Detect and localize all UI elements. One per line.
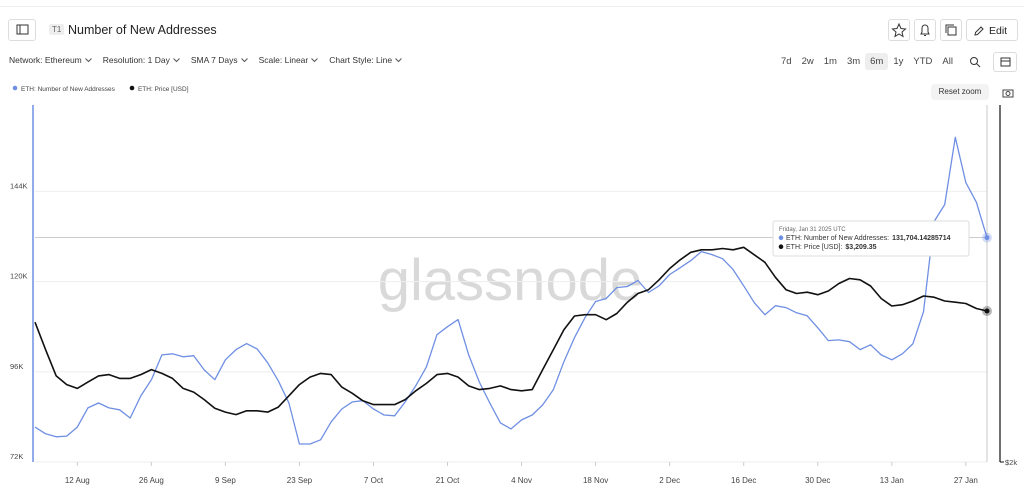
tooltip-dot [778,244,784,249]
range-button[interactable]: 6m [865,53,889,70]
tooltip-box [772,220,970,257]
x-tick-label: 21 Oct [436,476,460,485]
series-line [34,136,988,445]
range-button[interactable]: 2w [801,56,814,67]
dropdown[interactable]: SMA 7 Days [191,55,248,65]
star-button[interactable] [888,19,910,41]
zoom-icon[interactable] [968,55,982,74]
chevron [311,58,319,63]
legend-label: ETH: Price [USD] [137,86,189,93]
plot-background [35,105,987,462]
dropdown[interactable]: Network: Ethereum [9,55,92,65]
camera-glyph [1002,89,1014,98]
calendar-button[interactable] [993,52,1017,72]
range-button[interactable]: YTD [913,56,933,67]
watermark: glassnode [378,248,642,313]
x-tick-label: 4 Nov [511,476,532,485]
range-button[interactable]: 1y [893,56,904,67]
pencil-icon [974,26,984,36]
copy-icon [945,24,957,36]
dropdown-label: SMA 7 Days [190,55,238,65]
dropdown[interactable]: Resolution: 1 Day [103,55,180,65]
tooltip-date: Friday, Jan 31 2025 UTC [779,227,846,233]
range-button[interactable]: 7d [781,56,792,67]
y-tick-label: 72K [10,452,23,461]
tooltip-label: ETH: Number of New Addresses: [786,235,889,242]
range-button[interactable]: 1m [823,56,837,67]
series-line [34,246,988,416]
zoom-glyph [970,57,981,68]
badge: T1 [49,24,65,35]
tooltip: Friday, Jan 31 2025 UTC ETH: Number of Ne… [772,220,970,257]
x-tick-label: 7 Oct [364,476,384,485]
y-tick-label: 120K [10,272,28,281]
range-button[interactable]: All [942,56,953,67]
tooltip-value: 131,704.14285714 [892,235,950,242]
toolbar: Network: Ethereum Resolution: 1 Day SMA 7 … [9,55,402,65]
dropdown-label: Chart Style: Line [329,55,393,65]
x-tick-label: 13 Jan [880,476,904,485]
range-button[interactable]: 3m [846,56,861,67]
legend-label: ETH: Number of New Addresses [21,86,115,93]
chevron [172,58,180,63]
tooltip-row: ETH: Price [USD]: $3,209.35 [786,244,877,251]
x-tick-label: 30 Dec [805,476,830,485]
edit-label: Edit [989,25,1008,37]
sidebar-icon [16,24,29,35]
edit-button[interactable]: Edit [966,19,1018,41]
legend-dot [129,85,135,91]
x-tick-label: 18 Nov [583,476,608,485]
calendar-icon [1000,57,1011,67]
dropdown[interactable]: Chart Style: Line [329,55,402,65]
tooltip-row: ETH: Number of New Addresses: 131,704.142… [786,235,951,242]
legend-entry[interactable]: ETH: Number of New Addresses [12,85,115,93]
x-tick-label: 9 Sep [215,476,236,485]
x-tick-label: 23 Sep [287,476,313,485]
chevron [395,58,402,63]
dropdown-label: Scale: Linear [258,55,309,65]
x-tick-label: 12 Aug [65,476,90,485]
copy-button[interactable] [940,19,962,41]
y-tick-label: 144K [10,181,28,190]
dropdown-label: Resolution: 1 Day [102,55,170,65]
legend-dot [12,85,18,91]
y-tick-label: 96K [10,362,23,371]
chevron [84,58,92,63]
y2-tick-label: $2k [1005,458,1017,467]
x-tick-label: 2 Dec [659,476,680,485]
x-tick-label: 26 Aug [139,476,164,485]
top-border [0,6,1024,7]
bell-button[interactable] [914,19,936,41]
x-tick-label: 27 Jan [954,476,978,485]
tooltip-value: $3,209.35 [845,244,876,251]
tooltip-dot [778,235,784,240]
page-title: Number of New Addresses [68,23,217,37]
dropdown[interactable]: Scale: Linear [259,55,319,65]
chevron [240,58,248,63]
x-tick-label: 16 Dec [731,476,756,485]
legend: ETH: Number of New Addresses ETH: Price [… [12,85,189,93]
range-selector: 7d 2w 1m 3m 6m 1y YTD All [776,53,958,70]
bell-icon [920,24,930,36]
tooltip-label: ETH: Price [USD]: [786,244,842,251]
camera-icon[interactable] [1002,86,1014,104]
legend-entry[interactable]: ETH: Price [USD] [129,85,189,93]
sidebar-button[interactable] [8,19,36,41]
hover-point [984,308,990,314]
reset-zoom-button[interactable]: Reset zoom [931,84,989,100]
hover-point [984,235,990,241]
dropdown-label: Network: Ethereum [9,55,82,65]
star-icon [891,22,907,38]
